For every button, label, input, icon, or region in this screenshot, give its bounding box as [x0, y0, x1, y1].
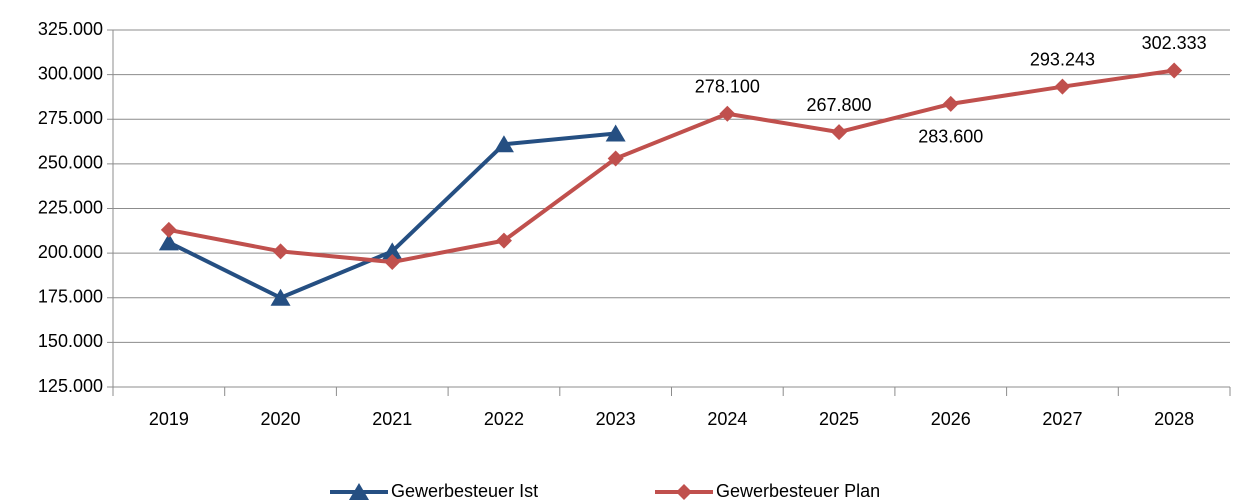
data-label: 283.600 — [918, 127, 983, 147]
data-point — [605, 124, 626, 142]
data-point — [272, 243, 289, 260]
data-point — [607, 150, 624, 167]
legend-marker — [349, 483, 369, 500]
y-tick-label: 275.000 — [38, 108, 103, 128]
y-tick-label: 175.000 — [38, 287, 103, 307]
data-point — [384, 254, 401, 271]
data-label: 278.100 — [695, 76, 760, 96]
legend-label: Gewerbesteuer Ist — [391, 481, 538, 501]
data-point — [493, 135, 514, 153]
y-tick-label: 225.000 — [38, 197, 103, 217]
x-tick-label: 2027 — [1042, 409, 1082, 429]
x-tick-label: 2021 — [372, 409, 412, 429]
data-point — [495, 232, 512, 249]
data-point — [382, 242, 403, 260]
data-point — [942, 95, 959, 112]
legend-label: Gewerbesteuer Plan — [716, 481, 880, 501]
data-point — [160, 221, 177, 238]
y-tick-label: 125.000 — [38, 376, 103, 396]
x-tick-label: 2026 — [931, 409, 971, 429]
data-point — [1166, 62, 1183, 79]
x-tick-label: 2025 — [819, 409, 859, 429]
y-tick-label: 325.000 — [38, 19, 103, 39]
data-point — [719, 105, 736, 122]
series-line — [168, 68, 1175, 265]
data-label: 293.243 — [1030, 49, 1095, 69]
y-tick-label: 300.000 — [38, 63, 103, 83]
data-point — [831, 124, 848, 141]
legend-marker — [676, 484, 692, 500]
y-tick-label: 150.000 — [38, 331, 103, 351]
data-label: 267.800 — [807, 95, 872, 115]
x-tick-label: 2028 — [1154, 409, 1194, 429]
x-tick-label: 2022 — [484, 409, 524, 429]
x-tick-label: 2023 — [596, 409, 636, 429]
data-point — [158, 233, 179, 251]
y-tick-label: 200.000 — [38, 242, 103, 262]
series-line — [167, 131, 616, 300]
x-tick-label: 2024 — [707, 409, 747, 429]
x-tick-label: 2020 — [261, 409, 301, 429]
x-tick-label: 2019 — [149, 409, 189, 429]
data-label: 302.333 — [1142, 33, 1207, 53]
data-point — [270, 288, 291, 306]
data-point — [1054, 78, 1071, 95]
y-tick-label: 250.000 — [38, 153, 103, 173]
